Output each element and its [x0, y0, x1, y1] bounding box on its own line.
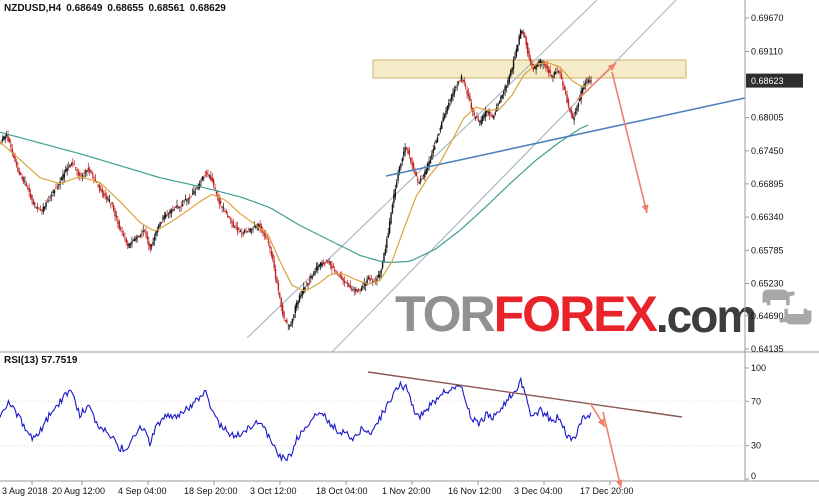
watermark-tor: TOR	[395, 286, 496, 342]
trend-channel-line	[246, 0, 598, 339]
price-axis-label: 0.66895	[751, 179, 784, 189]
watermark-com: .com	[655, 290, 757, 342]
time-axis-label: 1 Nov 20:00	[382, 486, 431, 496]
rsi-forecast-arrow	[589, 402, 606, 428]
ohlc-close: 0.68629	[189, 3, 226, 14]
rsi-axis-label: 70	[751, 396, 761, 406]
bull-bear-logo	[762, 289, 812, 325]
rsi-indicator-label: RSI(13) 57.7519	[4, 355, 78, 366]
price-axis-label: 0.65785	[751, 245, 784, 255]
ohlc-open: 0.68649	[66, 3, 103, 14]
current-price-tag-value: 0.68623	[751, 76, 784, 86]
rsi-forecast-arrow	[602, 411, 623, 489]
current-price-tag	[746, 73, 803, 88]
ohlc-high: 0.68655	[107, 3, 144, 14]
forecast-arrow	[611, 71, 649, 214]
ma-fast-line	[0, 62, 589, 292]
ohlc-low: 0.68561	[148, 3, 185, 14]
watermark-forex: FOREX	[493, 286, 658, 342]
time-axis-label: 3 Oct 12:00	[250, 486, 297, 496]
time-axis-label: 4 Sep 04:00	[118, 486, 167, 496]
forecast-arrow	[576, 62, 617, 101]
symbol-info: NZDUSD,H4 0.68649 0.68655 0.68561 0.68629	[4, 3, 231, 14]
trend-channel-line	[331, 0, 677, 353]
watermark: TOR FOREX .com	[395, 284, 815, 339]
time-axis-label: 18 Sep 20:00	[184, 486, 238, 496]
rsi-axis-label: 30	[751, 441, 761, 451]
time-axis-label: 18 Oct 04:00	[316, 486, 368, 496]
price-axis-label: 0.67450	[751, 146, 784, 156]
time-axis-label: 16 Nov 12:00	[448, 486, 502, 496]
price-axis-label: 0.64135	[751, 344, 784, 354]
rsi-trendline	[367, 371, 683, 418]
time-axis-label: 17 Dec 20:00	[580, 486, 634, 496]
price-axis-label: 0.66340	[751, 212, 784, 222]
price-axis-label: 0.64690	[751, 311, 784, 321]
symbol-name: NZDUSD,H4	[4, 3, 62, 14]
rsi-axis-label: 0	[751, 471, 756, 481]
rsi-axis-label: 100	[751, 363, 766, 373]
time-axis-label: 20 Aug 12:00	[52, 486, 105, 496]
price-axis-label: 0.65230	[751, 279, 784, 289]
time-axis-label: 3 Dec 04:00	[514, 486, 563, 496]
price-axis-label: 0.69670	[751, 13, 784, 23]
price-axis-label: 0.68005	[751, 113, 784, 123]
time-axis-label: 3 Aug 2018	[2, 486, 48, 496]
price-axis-label: 0.69110	[751, 47, 783, 57]
resistance-zone	[372, 59, 687, 79]
support-trendline	[385, 97, 746, 177]
ma-slow-line	[0, 124, 589, 264]
rsi-line	[0, 376, 592, 463]
